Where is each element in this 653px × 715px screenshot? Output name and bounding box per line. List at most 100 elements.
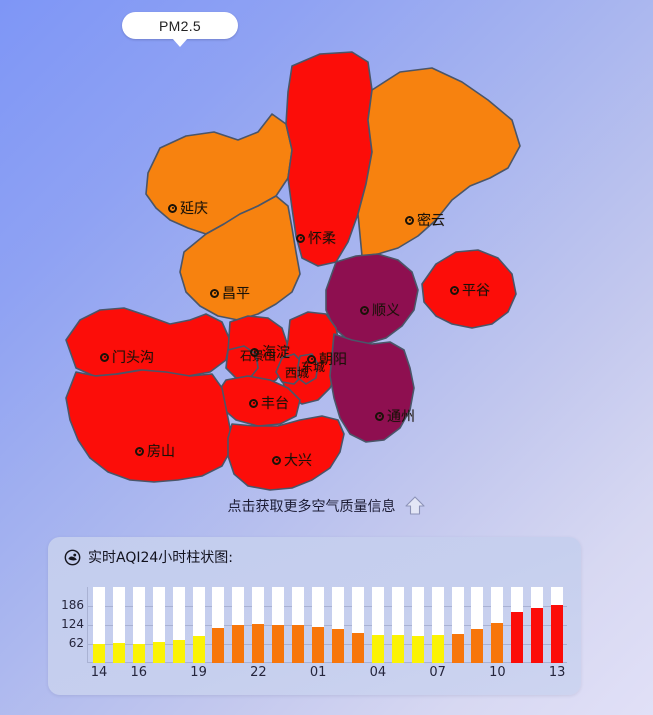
district-name: 海淀	[262, 345, 290, 361]
bar-fill	[92, 644, 105, 663]
district-shape-tongzhou[interactable]	[329, 333, 415, 443]
district-label-daxing[interactable]: 大兴	[272, 450, 312, 470]
bar-slot[interactable]	[368, 587, 388, 663]
bar-fill	[332, 628, 345, 663]
district-label-haidian[interactable]: 海淀	[250, 342, 290, 362]
bar-slot[interactable]	[109, 587, 129, 663]
district-shape-shunyi[interactable]	[325, 253, 419, 345]
bar-fill	[491, 623, 504, 663]
bar-track	[112, 587, 125, 663]
x-axis-tick-label	[149, 665, 169, 680]
bar-track	[92, 587, 105, 663]
bar-slot[interactable]	[268, 587, 288, 663]
district-label-yanqing[interactable]: 延庆	[168, 198, 208, 218]
bar-slot[interactable]	[248, 587, 268, 663]
bar-slot[interactable]	[428, 587, 448, 663]
district-shape-xicheng[interactable]	[275, 353, 303, 385]
bar-slot[interactable]	[209, 587, 229, 663]
bar-slot[interactable]	[328, 587, 348, 663]
district-label-pinggu[interactable]: 平谷	[450, 280, 490, 300]
bar-track	[312, 587, 325, 663]
bar-slot[interactable]	[189, 587, 209, 663]
x-axis-tick-label	[388, 665, 408, 680]
bar-fill	[531, 607, 544, 663]
district-shape-changping[interactable]	[179, 195, 301, 321]
district-label-changping[interactable]: 昌平	[210, 283, 250, 303]
x-axis-tick-label: 04	[369, 665, 387, 680]
bar-slot[interactable]	[149, 587, 169, 663]
aqi-cloud-icon	[64, 549, 81, 565]
bar-slot[interactable]	[468, 587, 488, 663]
district-label-shunyi[interactable]: 顺义	[360, 300, 400, 320]
map-svg	[65, 51, 521, 491]
bar-track	[132, 587, 145, 663]
bar-fill	[172, 640, 185, 663]
bar-slot[interactable]	[308, 587, 328, 663]
bar-slot[interactable]	[348, 587, 368, 663]
district-label-mentougou[interactable]: 门头沟	[100, 347, 154, 367]
bar-fill	[451, 633, 464, 663]
bar-fill	[312, 626, 325, 663]
district-name: 延庆	[180, 201, 208, 217]
district-shape-daxing[interactable]	[227, 415, 345, 491]
bar-slot[interactable]	[288, 587, 308, 663]
bar-fill	[292, 625, 305, 663]
bar-track	[511, 587, 524, 663]
x-axis-labels: 14 16 19 22 01 04 07 10 13	[89, 665, 567, 680]
bar-slot[interactable]	[527, 587, 547, 663]
bar-slot[interactable]	[89, 587, 109, 663]
district-shape-yanqing[interactable]	[145, 113, 293, 235]
x-axis-tick-label: 19	[190, 665, 207, 680]
map-hint[interactable]: 点击获取更多空气质量信息	[0, 496, 653, 516]
x-axis-tick-label	[408, 665, 428, 680]
district-name: 石景山	[240, 349, 277, 363]
bar-slot[interactable]	[169, 587, 189, 663]
location-marker-icon	[250, 347, 259, 357]
district-label-huairou[interactable]: 怀柔	[296, 228, 336, 248]
bar-series	[89, 587, 567, 663]
bar-slot[interactable]	[507, 587, 527, 663]
district-name: 朝阳	[319, 352, 347, 368]
district-label-fangshan[interactable]: 房山	[135, 441, 175, 461]
bar-slot[interactable]	[408, 587, 428, 663]
bar-fill	[471, 628, 484, 663]
x-axis-tick-label	[109, 665, 129, 680]
district-shape-pinggu[interactable]	[421, 249, 517, 329]
bar-track	[411, 587, 424, 663]
bar-slot[interactable]	[129, 587, 149, 663]
district-label-miyun[interactable]: 密云	[405, 210, 445, 230]
bar-slot[interactable]	[228, 587, 248, 663]
x-axis-tick-label: 16	[130, 665, 148, 680]
bar-track	[232, 587, 245, 663]
x-axis-tick-label	[527, 665, 547, 680]
location-marker-icon	[272, 455, 281, 465]
bar-track	[371, 587, 384, 663]
bar-slot[interactable]	[448, 587, 468, 663]
district-shape-miyun[interactable]	[357, 67, 521, 257]
pm25-tooltip[interactable]: PM2.5	[122, 12, 238, 47]
district-label-tongzhou[interactable]: 通州	[375, 406, 415, 426]
y-axis-tick-label: 62	[68, 636, 84, 650]
location-marker-icon	[100, 352, 109, 362]
x-axis-tick-label	[169, 665, 189, 680]
district-label-dongcheng[interactable]: 东城	[301, 361, 325, 373]
pm25-tooltip-label: PM2.5	[159, 17, 201, 34]
district-label-chaoyang[interactable]: 朝阳	[307, 349, 347, 369]
district-label-xicheng[interactable]: 西城	[285, 367, 309, 379]
district-label-fengtai[interactable]: 丰台	[249, 393, 289, 413]
bar-track	[431, 587, 444, 663]
district-shape-fangshan[interactable]	[65, 369, 233, 483]
location-marker-icon	[296, 233, 305, 243]
bar-fill	[212, 628, 225, 663]
aqi-bar-plot	[87, 587, 567, 663]
district-name: 顺义	[372, 303, 400, 319]
district-shape-huairou[interactable]	[285, 51, 373, 267]
beijing-air-quality-map[interactable]: 延庆 怀柔 密云 昌平 平谷 顺义 门头沟 海淀 朝阳 石景山 西城 东城	[0, 28, 653, 498]
location-marker-icon	[450, 285, 459, 295]
bar-slot[interactable]	[547, 587, 567, 663]
bar-slot[interactable]	[388, 587, 408, 663]
district-label-shijingshan[interactable]: 石景山	[240, 350, 276, 362]
bar-slot[interactable]	[487, 587, 507, 663]
district-name: 怀柔	[308, 231, 336, 247]
x-axis-tick-label	[468, 665, 488, 680]
